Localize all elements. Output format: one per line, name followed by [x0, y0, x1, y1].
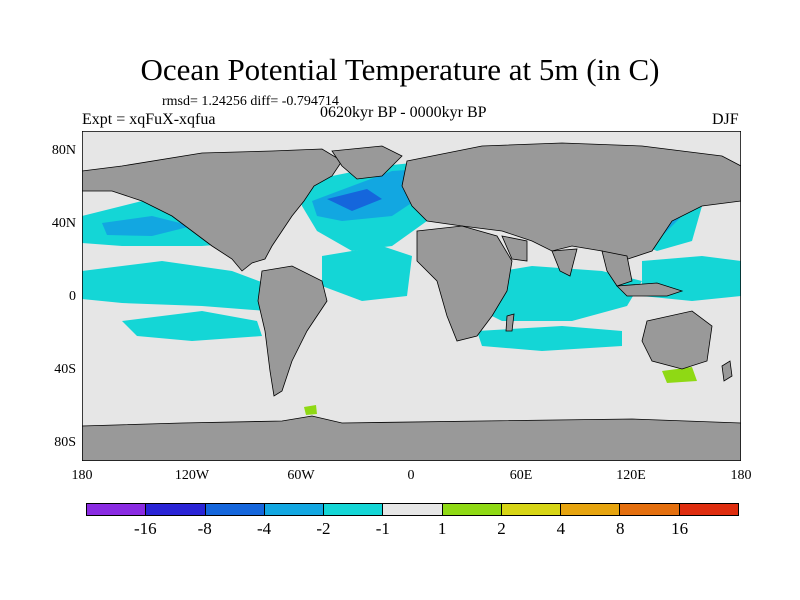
colorbar-segment	[383, 504, 443, 515]
tropical-atlantic-band	[322, 246, 412, 301]
colorbar-segment	[679, 504, 738, 515]
world-map	[82, 131, 741, 461]
greenland	[331, 145, 403, 180]
colorbar-segment	[620, 504, 680, 515]
south-indian-band	[477, 326, 622, 351]
australia-warm	[662, 367, 697, 383]
colorbar-label: -2	[316, 519, 331, 538]
labrador-deep	[327, 189, 382, 211]
period-label: 0620kyr BP - 0000kyr BP	[320, 104, 487, 121]
australia	[641, 310, 713, 370]
map-title: Ocean Potential Temperature at 5m (in C)	[140, 52, 660, 87]
north-america	[82, 148, 343, 272]
colorbar-segment	[205, 504, 265, 515]
season-label: DJF	[712, 111, 739, 128]
colorbar-label: 2	[497, 519, 506, 538]
x-tick-60w: 60W	[287, 468, 315, 483]
colorbar-label: -1	[375, 519, 390, 538]
colorbar	[86, 503, 739, 516]
y-tick-80n: 80N	[51, 143, 76, 158]
antarctica	[82, 415, 741, 461]
x-tick-0: 0	[407, 468, 415, 483]
colorbar-label: 16	[671, 519, 689, 538]
madagascar	[505, 313, 515, 332]
equatorial-pacific-band	[82, 261, 272, 311]
colorbar-label: 1	[437, 519, 447, 538]
colorbar-segment	[442, 504, 502, 515]
pacific-blue-patch	[102, 216, 192, 236]
colorbar-label: -8	[197, 519, 212, 538]
colorbar-label: -4	[256, 519, 272, 538]
x-tick-180w: 180	[71, 468, 93, 483]
y-tick-40s: 40S	[54, 362, 76, 377]
x-tick-120w: 120W	[174, 468, 210, 483]
colorbar-label: 8	[616, 519, 625, 538]
x-tick-60e: 60E	[509, 468, 533, 483]
colorbar-segment	[264, 504, 325, 515]
colorbar-segment	[87, 504, 147, 515]
colorbar-segment	[561, 504, 621, 515]
indonesia	[616, 282, 684, 297]
y-tick-80s: 80S	[54, 435, 76, 450]
southeast-asia	[601, 250, 633, 287]
experiment-label: Expt = xqFuX-xqfua	[82, 111, 216, 128]
colorbar-label: 4	[556, 519, 566, 538]
drake-warm	[304, 405, 317, 415]
south-america	[257, 265, 328, 397]
y-tick-40n: 40N	[51, 216, 76, 231]
south-pacific-band	[122, 311, 262, 341]
arabia	[501, 235, 528, 262]
x-tick-180e: 180	[730, 468, 752, 483]
land	[82, 142, 741, 461]
stats-label: rmsd= 1.24256 diff= -0.794714	[162, 94, 339, 109]
x-tick-120e: 120E	[616, 468, 646, 483]
new-zealand	[721, 360, 733, 382]
colorbar-label: -16	[134, 519, 157, 538]
colorbar-segment	[324, 504, 384, 515]
y-tick-0: 0	[69, 289, 76, 304]
colorbar-segment	[501, 504, 562, 515]
colorbar-segment	[146, 504, 206, 515]
indian-ocean-band	[472, 266, 642, 321]
africa	[416, 225, 513, 342]
india	[551, 248, 578, 277]
